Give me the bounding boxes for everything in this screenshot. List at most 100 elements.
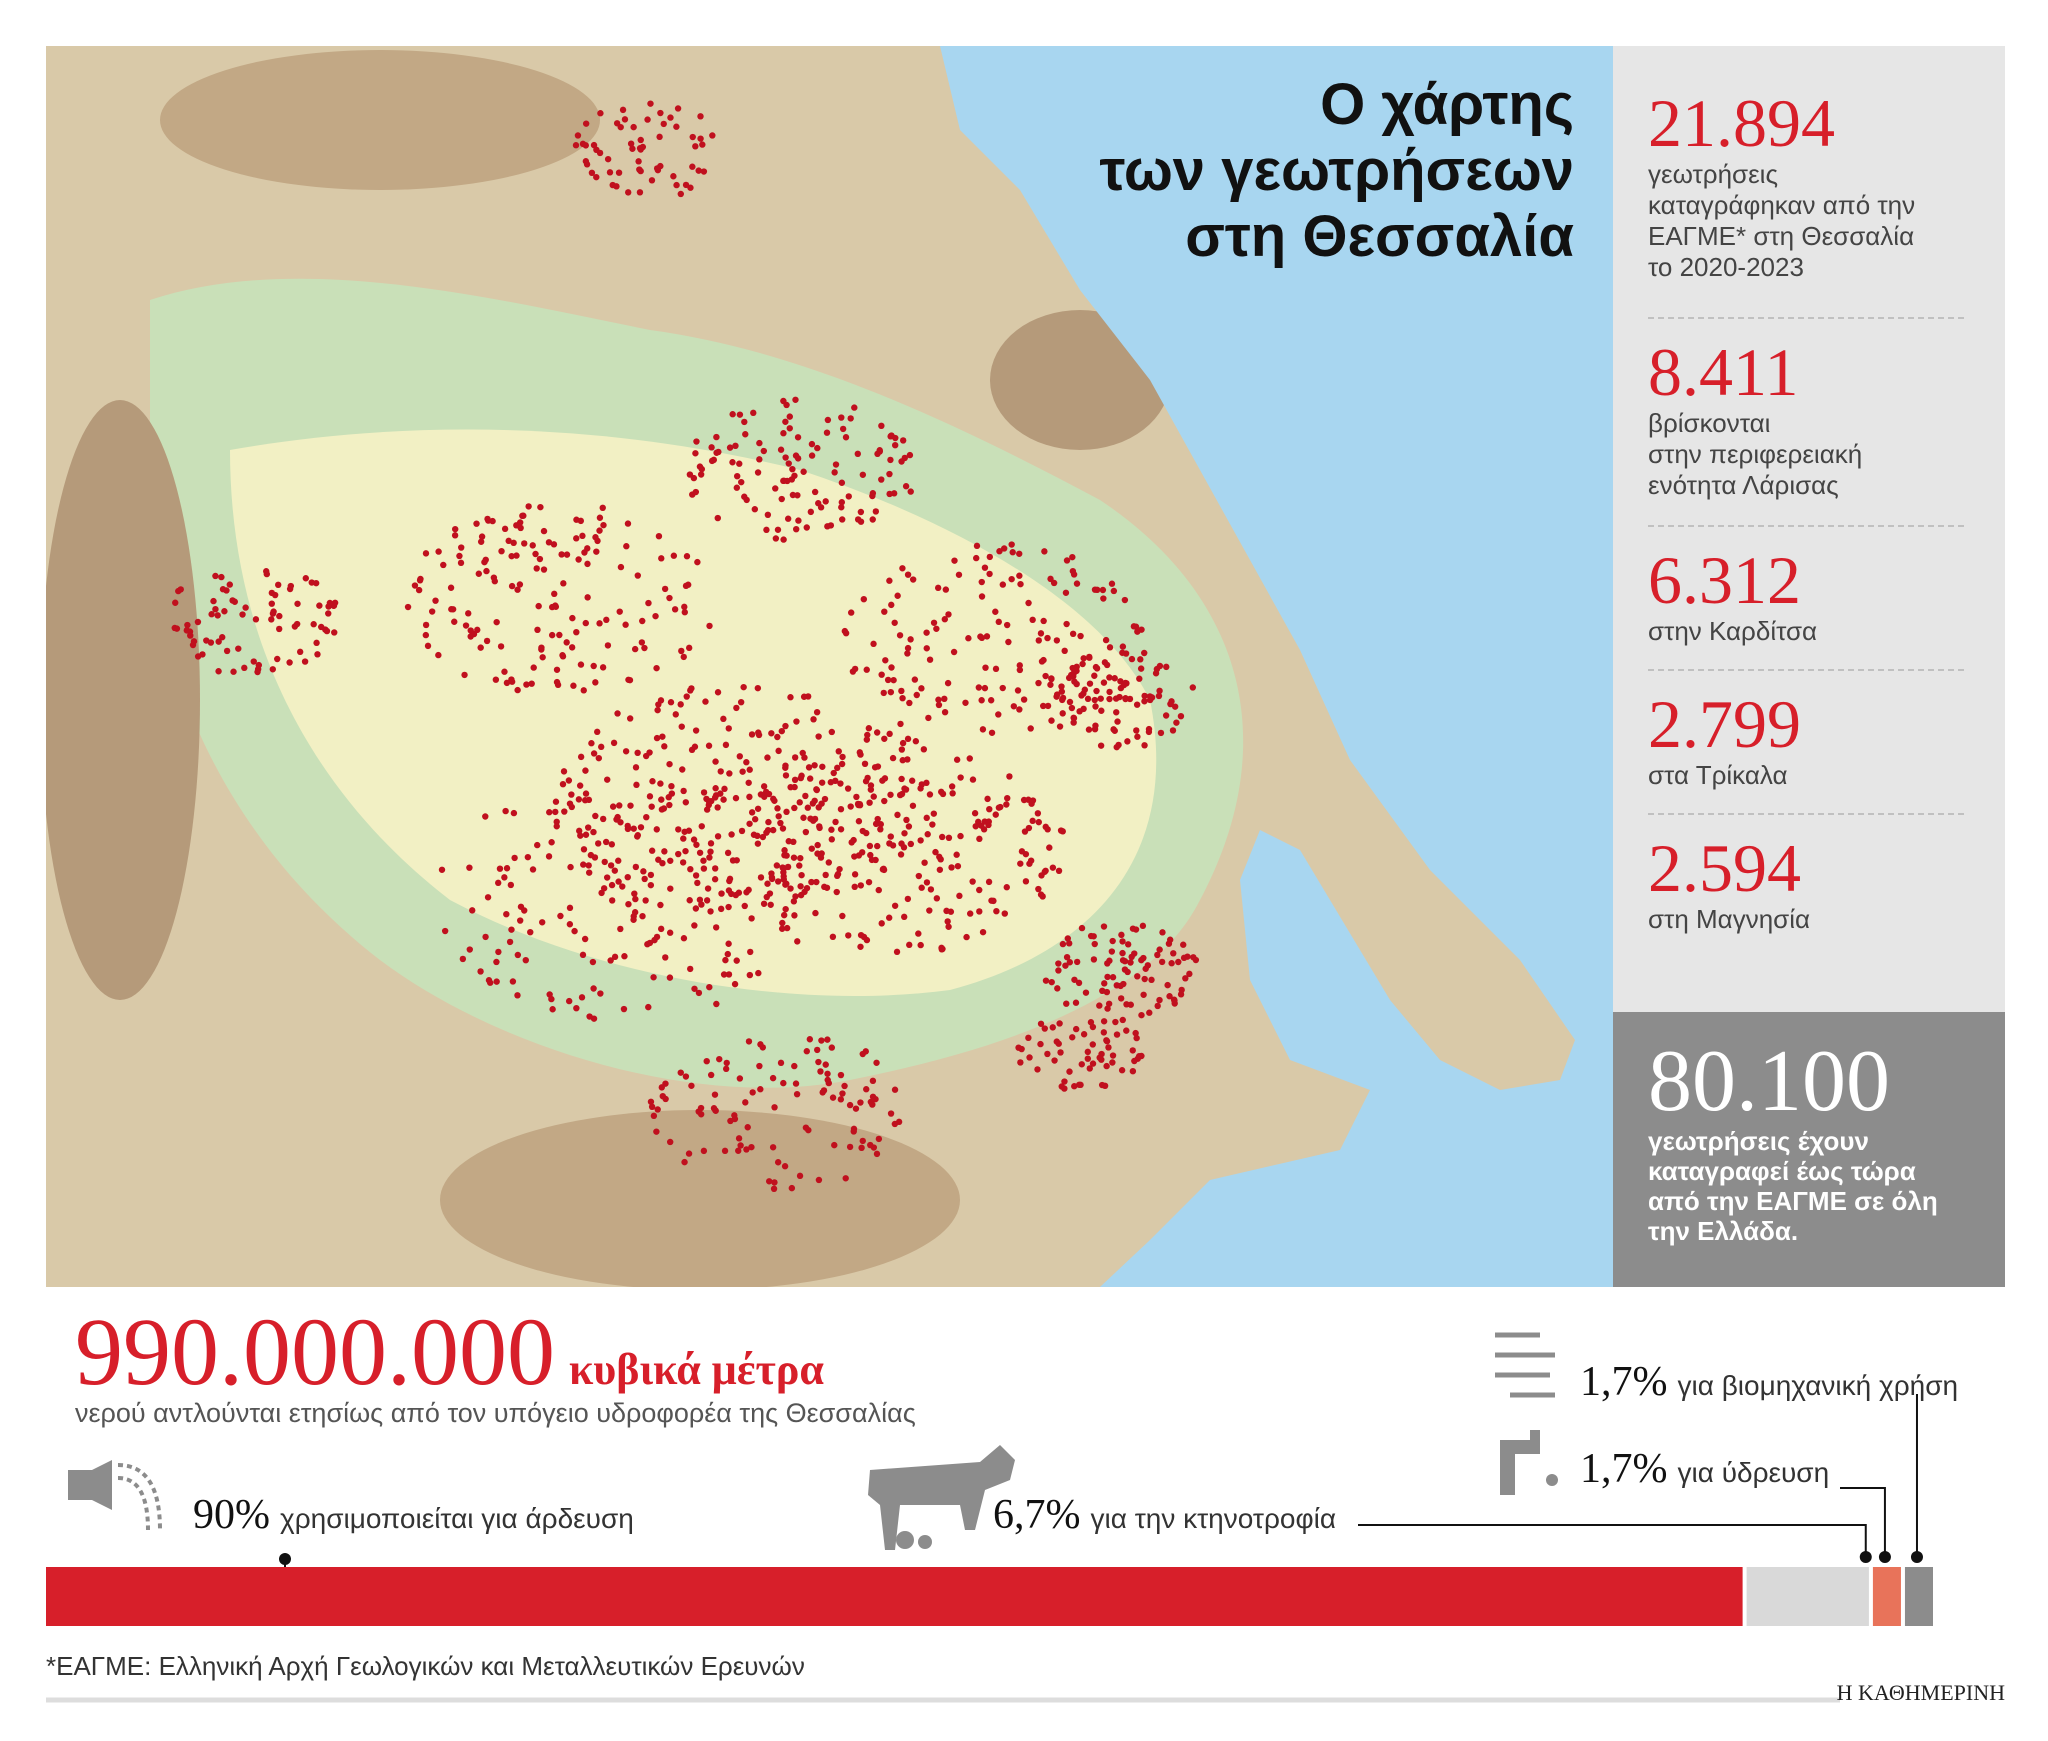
well-dot (271, 591, 279, 599)
well-dot (657, 925, 665, 933)
well-dot (899, 437, 907, 444)
well-dot (868, 856, 876, 864)
well-dot (757, 1086, 764, 1093)
well-dot (554, 681, 562, 689)
well-dot (1003, 884, 1010, 891)
well-dot (915, 930, 922, 937)
well-dot (768, 730, 775, 737)
well-dot (548, 631, 556, 639)
well-dot (241, 664, 248, 672)
well-dot (599, 815, 607, 823)
well-dot (637, 824, 645, 831)
well-dot (710, 456, 718, 464)
well-dot (540, 527, 548, 535)
well-dot (923, 779, 930, 787)
well-dot (774, 733, 781, 741)
well-dot (848, 839, 855, 846)
well-dot (428, 608, 436, 615)
well-dot (1140, 991, 1147, 998)
well-dot (692, 872, 700, 879)
well-dot (674, 105, 682, 112)
well-dot (755, 969, 762, 977)
well-dot (219, 634, 226, 641)
well-dot (986, 805, 993, 813)
well-dot (782, 454, 789, 461)
well-dot (921, 859, 928, 866)
well-dot (714, 514, 721, 522)
well-dot (979, 726, 987, 733)
well-dot (221, 608, 228, 615)
well-dot (608, 897, 616, 904)
well-dot (679, 859, 687, 866)
well-dot (1111, 727, 1118, 734)
well-dot (1100, 679, 1108, 686)
well-dot (1109, 1059, 1116, 1066)
well-dot (604, 642, 612, 649)
well-dot (607, 957, 614, 964)
well-dot (503, 679, 511, 687)
well-dot (577, 517, 585, 525)
well-dot (545, 539, 553, 546)
well-dot (1189, 684, 1197, 691)
well-dot (990, 897, 997, 905)
well-dot (1092, 703, 1099, 710)
well-dot (596, 527, 603, 534)
well-dot (780, 536, 787, 543)
well-dot (948, 783, 956, 790)
well-dot (498, 547, 505, 555)
well-dot (1082, 989, 1090, 996)
well-dot (1121, 966, 1129, 973)
well-dot (904, 756, 911, 763)
well-dot (263, 568, 270, 575)
well-dot (782, 418, 789, 425)
well-dot (626, 715, 634, 722)
well-dot (1141, 975, 1148, 983)
well-dot (645, 599, 652, 607)
stat-label: στην Καρδίτσα (1648, 616, 1817, 646)
well-dot (781, 1163, 789, 1170)
well-dot (837, 780, 844, 787)
well-dot (1137, 656, 1144, 663)
well-dot (535, 602, 542, 610)
well-dot (275, 581, 282, 589)
well-dot (754, 684, 762, 692)
well-dot (774, 526, 782, 533)
well-dot (733, 472, 741, 480)
well-dot (1059, 940, 1067, 948)
well-dot (1119, 643, 1127, 650)
well-dot (782, 905, 789, 913)
well-dot (604, 776, 611, 783)
stat-label: βρίσκονται (1648, 408, 1771, 438)
well-dot (1044, 702, 1052, 710)
well-dot (818, 1037, 825, 1044)
well-dot (859, 471, 867, 478)
usage-label: 6,7% για την κτηνοτροφία (993, 1492, 1336, 1538)
well-dot (1103, 988, 1111, 996)
well-dot (1110, 587, 1118, 595)
well-dot (503, 865, 511, 872)
well-dot (1100, 923, 1108, 930)
well-dot (898, 687, 905, 695)
well-dot (957, 832, 964, 840)
well-dot (712, 924, 720, 931)
well-dot (1049, 864, 1057, 871)
stat-label: ΕΑΓΜΕ* στη Θεσσαλία (1648, 221, 1914, 251)
well-dot (797, 883, 804, 890)
well-dot (661, 743, 668, 750)
well-dot (517, 524, 524, 532)
well-dot (493, 618, 500, 626)
well-dot (1170, 950, 1177, 957)
well-dot (495, 879, 502, 887)
well-dot (837, 1096, 845, 1103)
well-dot (713, 1000, 720, 1008)
well-dot (643, 813, 650, 821)
well-dot (1020, 796, 1028, 804)
well-dot (775, 813, 782, 820)
well-dot (634, 832, 642, 839)
well-dot (235, 645, 242, 652)
well-dot (588, 169, 596, 177)
well-dot (1061, 647, 1068, 655)
well-dot (795, 517, 802, 524)
well-dot (790, 838, 797, 846)
well-dot (223, 647, 231, 655)
